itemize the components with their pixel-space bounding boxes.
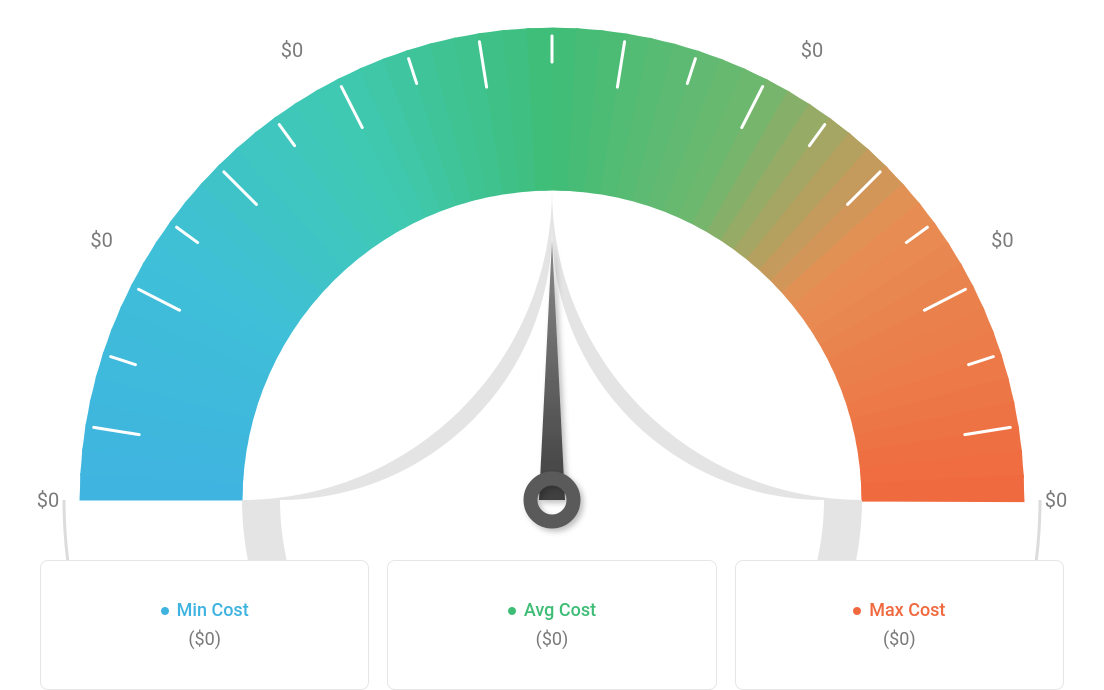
legend-label-row: Max Cost [853,600,945,621]
legend-row: Min Cost ($0) Avg Cost ($0) Max Cost ($0) [0,560,1104,690]
gauge-svg [0,0,1104,560]
gauge-tick-label: $0 [37,488,59,512]
gauge-tick-label: $0 [281,38,303,62]
legend-dot-icon [508,607,516,615]
gauge-inner-grey-ring [242,500,862,560]
legend-value: ($0) [536,629,569,650]
legend-card: Avg Cost ($0) [387,560,716,690]
legend-label: Max Cost [869,600,945,621]
legend-card: Min Cost ($0) [40,560,369,690]
legend-label-row: Min Cost [161,600,249,621]
gauge-chart: $0$0$0$0$0$0$0 [0,0,1104,560]
legend-value: ($0) [188,629,221,650]
gauge-tick-label: $0 [90,228,112,252]
legend-card: Max Cost ($0) [735,560,1064,690]
legend-value: ($0) [883,629,916,650]
gauge-tick-label: $0 [991,228,1013,252]
legend-label-row: Avg Cost [508,600,596,621]
legend-dot-icon [853,607,861,615]
legend-dot-icon [161,607,169,615]
cost-gauge-widget: $0$0$0$0$0$0$0 Min Cost($0)Avg Cost($0)M… [0,0,1104,690]
gauge-tick-label: $0 [1045,488,1067,512]
legend-label: Min Cost [177,600,249,621]
gauge-outer-arc [64,500,1040,560]
legend-label: Avg Cost [524,600,596,621]
gauge-tick-label: $0 [801,38,823,62]
